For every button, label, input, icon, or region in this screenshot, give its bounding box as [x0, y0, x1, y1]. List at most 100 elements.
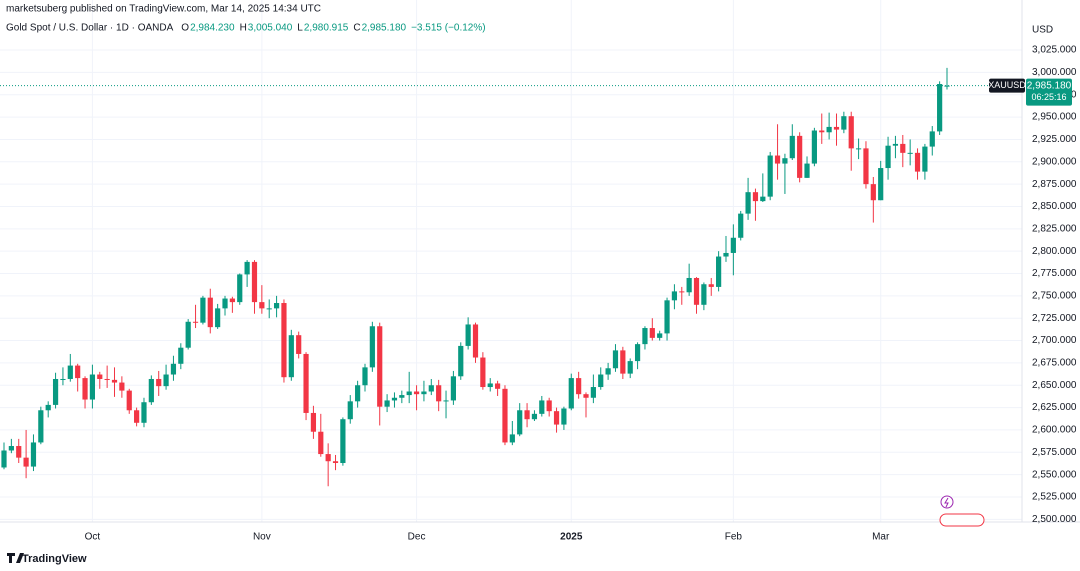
- y-tick-label: 2,800.000: [1032, 246, 1077, 257]
- price-tag: [1026, 78, 1072, 106]
- y-tick-label: 2,900.000: [1032, 156, 1077, 167]
- candle-body: [701, 284, 707, 305]
- candle-body: [944, 85, 950, 87]
- candle-body: [318, 431, 324, 455]
- candle-body: [259, 302, 265, 309]
- candle-body: [767, 155, 773, 197]
- candle-body: [141, 402, 147, 423]
- candle-body: [340, 419, 346, 464]
- candle-body: [347, 401, 353, 420]
- y-tick-label: 2,775.000: [1032, 268, 1077, 279]
- candle-body: [480, 357, 486, 388]
- candle-body: [878, 168, 884, 201]
- candle-body: [8, 446, 14, 451]
- candle-body: [929, 131, 935, 147]
- candle-body: [207, 297, 213, 328]
- candle-body: [760, 196, 766, 202]
- event-icon: [939, 513, 985, 527]
- y-tick-label: 2,925.000: [1032, 134, 1077, 145]
- candle-body: [325, 454, 331, 462]
- axes: 2,500.000 2,525.000 2,550.000 2,575.000 2,60…: [85, 45, 1077, 543]
- candle-body: [119, 382, 125, 391]
- candle-body: [413, 391, 420, 395]
- candle-body: [244, 261, 250, 275]
- candle-body: [45, 404, 51, 411]
- candle-body: [634, 344, 641, 362]
- candle-body: [273, 303, 280, 309]
- candle-body: [134, 410, 140, 423]
- candle-body: [472, 324, 479, 358]
- y-tick-label: 2,950.000: [1032, 112, 1077, 123]
- countdown-label: 06:25:16: [1031, 92, 1066, 102]
- candle-body: [524, 410, 530, 420]
- candle-body: [568, 378, 574, 409]
- candle-body: [163, 374, 169, 387]
- candle-body: [156, 378, 162, 387]
- candle-body: [251, 261, 258, 303]
- candle-body: [192, 321, 199, 323]
- event-icon: [940, 495, 954, 509]
- candle-body: [900, 143, 906, 153]
- candle-body: [288, 335, 294, 378]
- candle-body: [215, 308, 221, 328]
- candle-body: [126, 390, 132, 411]
- candle-body: [421, 391, 427, 395]
- y-tick-label: 2,725.000: [1032, 313, 1077, 324]
- candle-body: [671, 291, 678, 301]
- publisher: marketsuberg published on TradingView.co…: [6, 4, 321, 15]
- candle-body: [649, 328, 655, 338]
- candle-body: [664, 300, 670, 334]
- candle-body: [509, 434, 515, 443]
- candle-body: [693, 277, 700, 305]
- candle-body: [60, 378, 66, 380]
- candle-body: [355, 385, 361, 402]
- ohlc-value: 2,985.180: [362, 23, 407, 34]
- candle-body: [819, 130, 825, 133]
- candle-body: [82, 378, 88, 400]
- candle-body: [332, 461, 339, 464]
- candle-body: [104, 378, 110, 380]
- ohlc-value: 3,005.040: [248, 23, 293, 34]
- candle-body: [97, 374, 103, 379]
- candle-body: [885, 145, 891, 169]
- ohlc-key: C: [353, 23, 360, 34]
- symbol-title: Gold Spot / U.S. Dollar · 1D · OANDA: [6, 23, 174, 34]
- candle-body: [1, 450, 7, 468]
- candle-body: [627, 361, 633, 374]
- candle-body: [804, 163, 810, 178]
- candle-body: [811, 130, 817, 164]
- event-icon: [944, 497, 949, 508]
- candle-body: [620, 350, 626, 374]
- candle-body: [111, 379, 118, 383]
- candle-body: [303, 353, 309, 413]
- candle-body: [200, 297, 206, 323]
- x-tick-label: Dec: [408, 532, 426, 543]
- y-tick-label: 3,025.000: [1032, 45, 1077, 56]
- ohlc-key: H: [240, 23, 247, 34]
- candle-body: [487, 383, 493, 388]
- candle-body: [16, 446, 22, 458]
- legend: Gold Spot / U.S. Dollar · 1D · OANDA O 2,…: [6, 23, 486, 34]
- candle-body: [391, 397, 398, 401]
- candle-body: [679, 291, 685, 293]
- candle-body: [553, 411, 560, 425]
- candle-body: [914, 152, 921, 172]
- candle-body: [730, 237, 736, 253]
- candles: [0, 67, 1022, 487]
- change-value: −3.515 (−0.12%): [411, 23, 486, 34]
- event-icons: [939, 495, 985, 527]
- candle-body: [436, 385, 442, 402]
- candle-body: [752, 192, 759, 202]
- y-tick-label: 2,825.000: [1032, 223, 1077, 234]
- unit-box: [1026, 20, 1076, 40]
- candle-body: [362, 367, 368, 386]
- candle-body: [443, 400, 449, 402]
- x-tick-label: Nov: [253, 532, 271, 543]
- candle-body: [237, 274, 243, 303]
- y-tick-label: 2,675.000: [1032, 358, 1077, 369]
- candle-body: [546, 400, 552, 412]
- y-tick-label: 2,650.000: [1032, 380, 1077, 391]
- y-tick-label: 2,625.000: [1032, 402, 1077, 413]
- candle-body: [612, 350, 619, 369]
